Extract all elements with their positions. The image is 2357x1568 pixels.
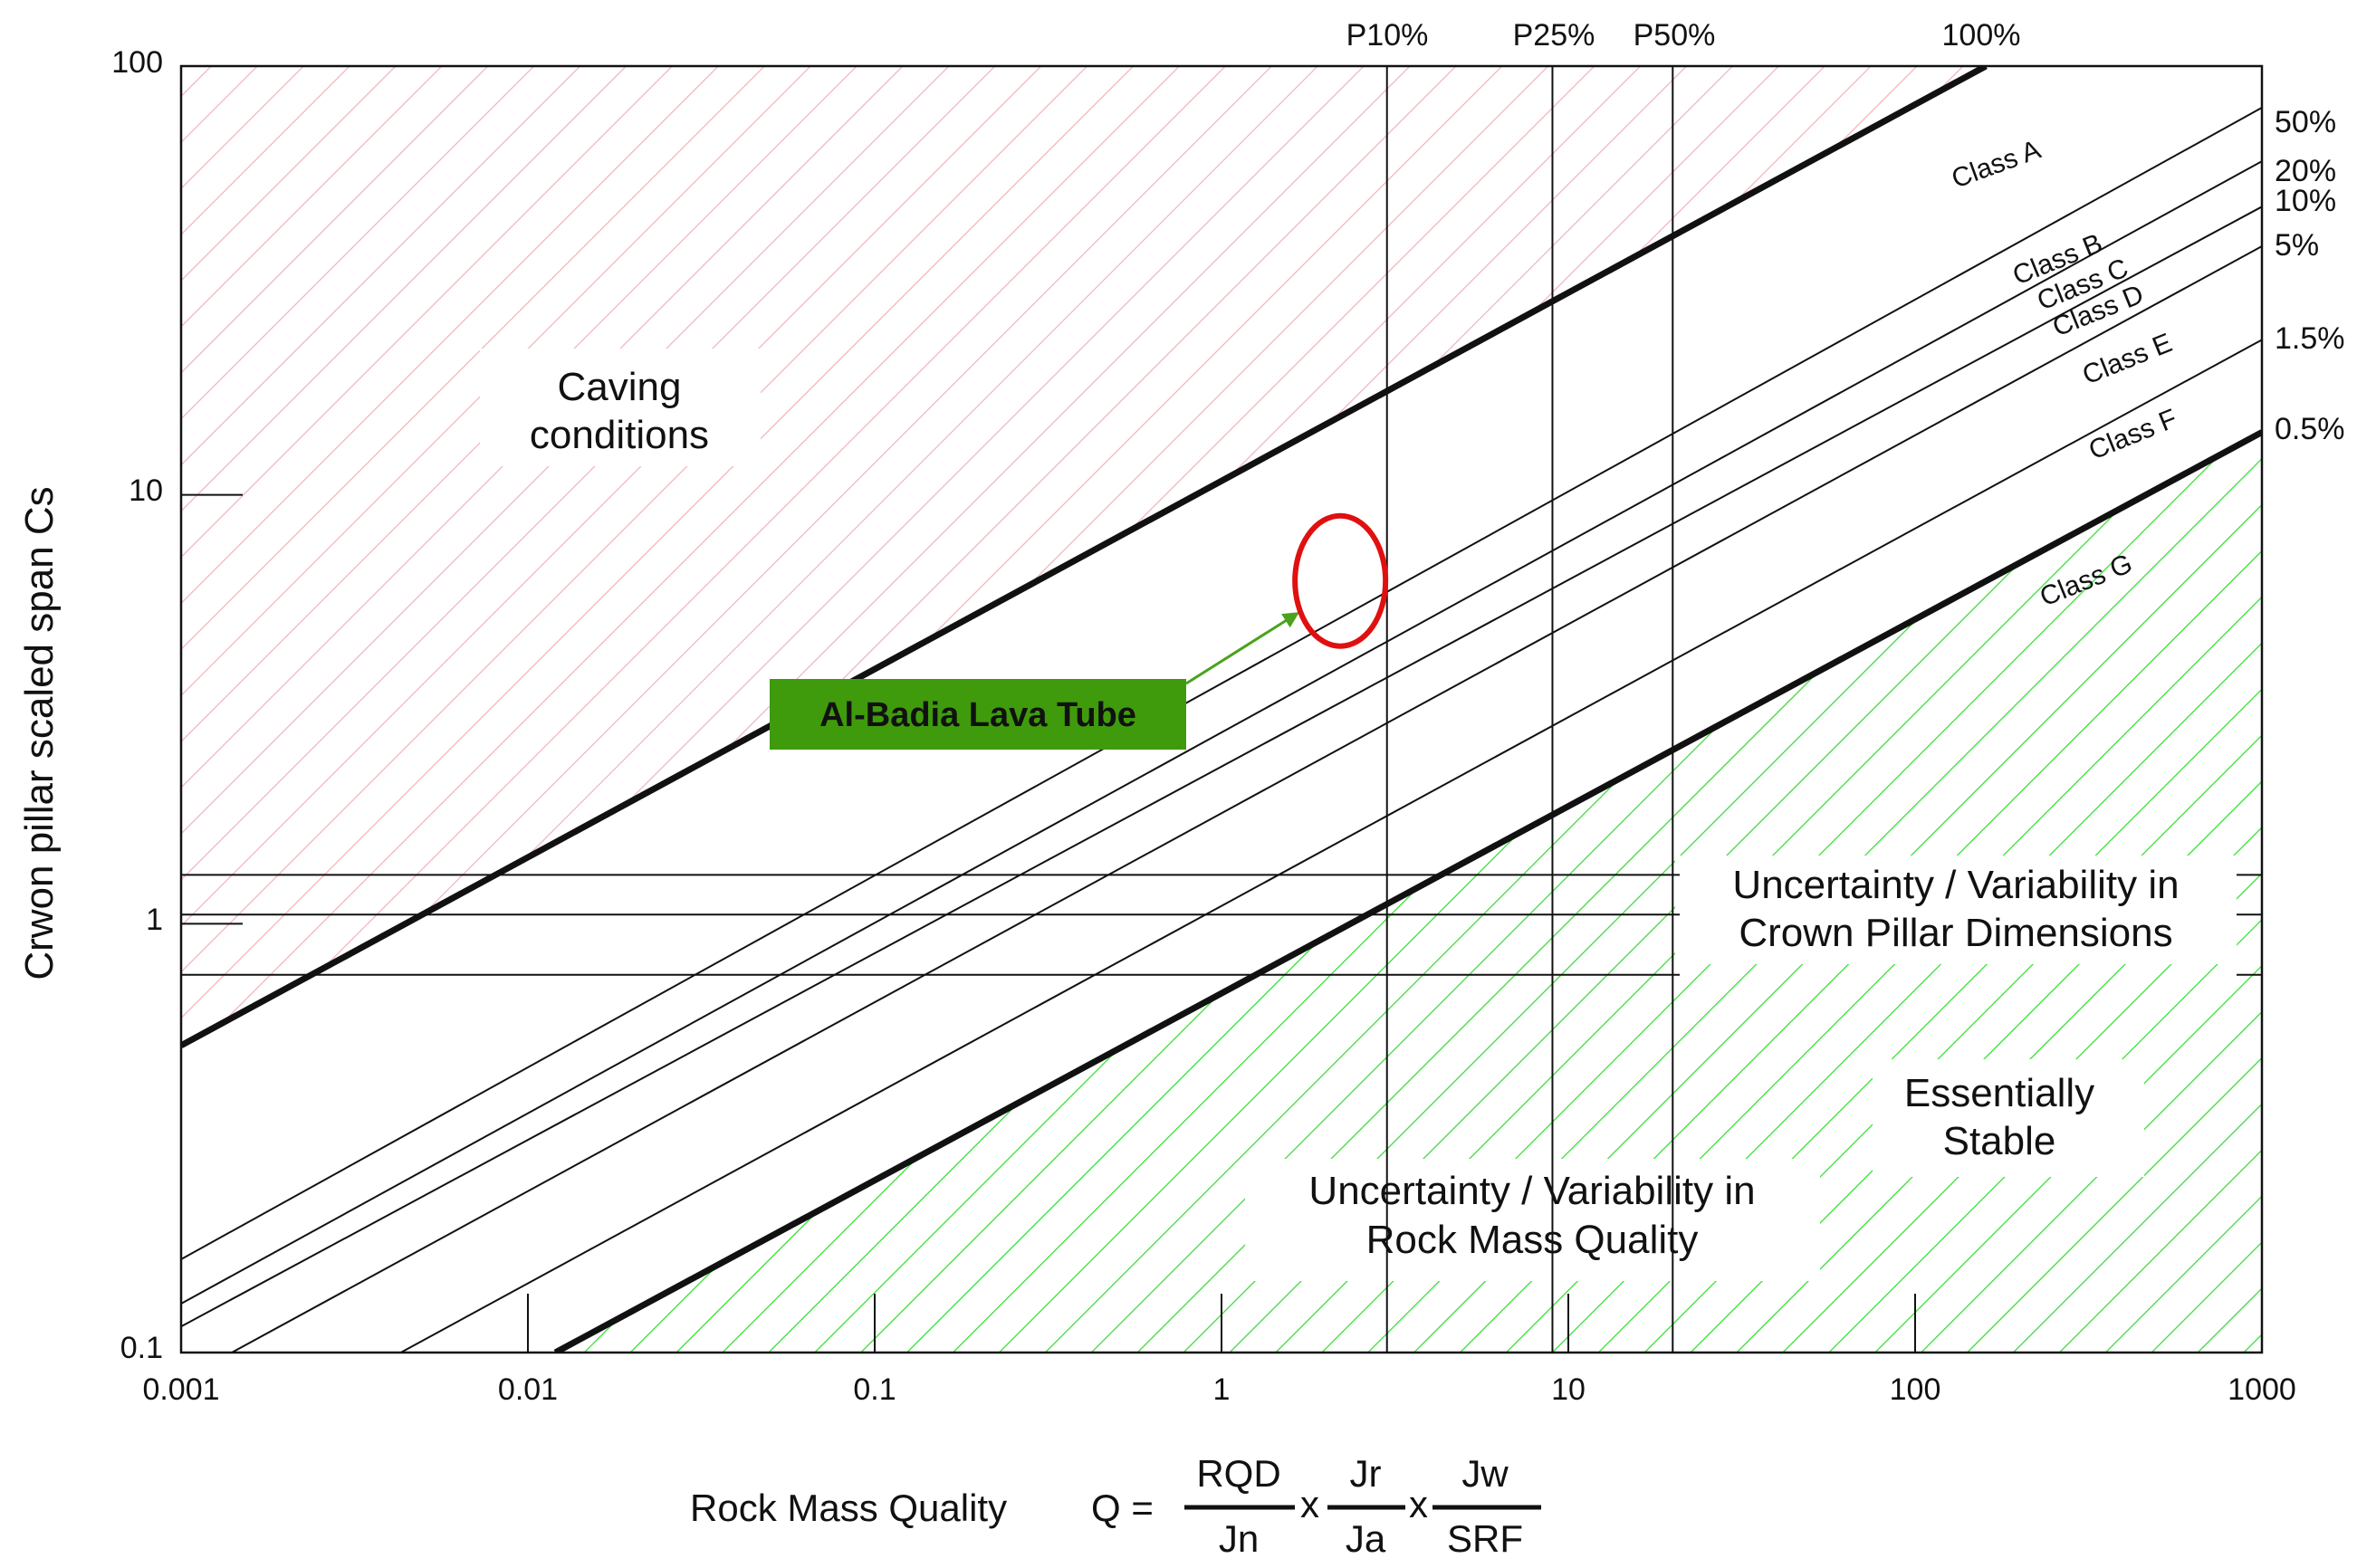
series-label-10: 10% — [2275, 184, 2336, 218]
caving-label-line1: Caving — [558, 365, 682, 409]
dims-label-bg — [1675, 856, 2237, 964]
dims-label-line2: Crown Pillar Dimensions — [1739, 911, 2172, 955]
class-a-label: Class A — [1948, 135, 2045, 195]
series-line-10 — [181, 206, 2262, 1328]
lava-tube-marker — [1292, 512, 1389, 649]
series-line-20 — [181, 160, 2262, 1305]
series-line-100 — [181, 66, 1988, 1048]
stable-label-line1: Essentially — [1904, 1071, 2094, 1115]
rqd-numerator: RQD — [1196, 1452, 1280, 1495]
callout: Al-Badia Lava Tube — [770, 512, 1389, 750]
x-tick-label: 1 — [1213, 1372, 1231, 1407]
y-axis-title: Crwon pillar scaled span Cs — [17, 486, 62, 980]
caving-label-line2: conditions — [530, 413, 709, 457]
caving-label-bg — [480, 349, 761, 466]
x-tick-label: 0.1 — [853, 1372, 896, 1407]
x-axis-title: Rock Mass Quality Q = RQD Jn x Jr Ja x J… — [690, 1452, 1541, 1560]
series-line-0-5 — [553, 429, 2262, 1353]
series-label-20: 20% — [2275, 154, 2336, 188]
jw-numerator: Jw — [1461, 1452, 1509, 1495]
jn-denominator: Jn — [1219, 1517, 1259, 1560]
series-label-5: 5% — [2275, 228, 2319, 263]
y-tick-label: 0.1 — [120, 1331, 163, 1365]
y-tick-label: 100 — [111, 45, 163, 80]
x-tick-label: 0.01 — [498, 1372, 558, 1407]
y-tick-label: 10 — [129, 473, 163, 508]
p25-label: P25% — [1513, 18, 1595, 53]
times-sign: x — [1300, 1483, 1319, 1525]
rmq-label-line1: Uncertainty / Variability in — [1308, 1169, 1755, 1213]
x-axis-prefix: Rock Mass Quality — [690, 1487, 1007, 1529]
callout-box — [770, 679, 1186, 750]
dims-label-line1: Uncertainty / Variability in — [1732, 863, 2179, 907]
class-f-label: Class F — [2084, 404, 2181, 466]
series-label-100: 100% — [1942, 18, 2021, 53]
series-line-5 — [231, 245, 2262, 1353]
stable-label-line2: Stable — [1943, 1119, 2056, 1163]
p10-label: P10% — [1346, 18, 1429, 53]
x-tick-label: 100 — [1890, 1372, 1941, 1407]
rmq-label-bg — [1245, 1159, 1820, 1281]
series-line-50 — [181, 107, 2262, 1260]
rmq-label-line2: Rock Mass Quality — [1366, 1218, 1699, 1262]
x-tick-label: 10 — [1551, 1372, 1586, 1407]
series-label-0-5: 0.5% — [2275, 412, 2345, 446]
times-sign: x — [1409, 1483, 1428, 1525]
p50-label: P50% — [1634, 18, 1716, 53]
series-line-1-5 — [400, 339, 2262, 1353]
x-axis-q: Q = — [1091, 1487, 1154, 1529]
jr-numerator: Jr — [1350, 1452, 1382, 1495]
series-label-1-5: 1.5% — [2275, 321, 2345, 356]
x-tick-label: 0.001 — [142, 1372, 219, 1407]
x-tick-label: 1000 — [2228, 1372, 2296, 1407]
callout-arrow — [1185, 612, 1300, 685]
series-label-50: 50% — [2275, 105, 2336, 139]
srf-denominator: SRF — [1447, 1517, 1523, 1560]
stable-label-bg — [1873, 1059, 2144, 1177]
callout-label: Al-Badia Lava Tube — [819, 696, 1136, 734]
ja-denominator: Ja — [1346, 1517, 1386, 1560]
y-tick-label: 1 — [146, 903, 163, 937]
